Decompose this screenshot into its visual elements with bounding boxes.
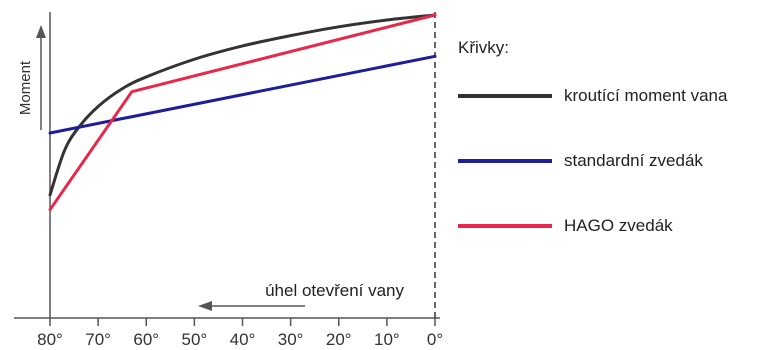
x-tick-label: 40° (230, 330, 256, 349)
series-line-1 (48, 54, 437, 135)
legend-label: kroutící moment vana (564, 86, 728, 105)
axes (14, 12, 440, 319)
legend-label: standardní zvedák (564, 151, 703, 170)
y-axis-label: Moment (17, 60, 34, 115)
x-tick-label: 60° (133, 330, 159, 349)
series-line-0 (48, 13, 437, 197)
legend-title: Křivky: (458, 38, 509, 57)
legend: Křivky: kroutící moment vana standardní z… (458, 38, 770, 275)
legend-label: HAGO zvedák (564, 216, 673, 235)
x-tick-label: 50° (182, 330, 208, 349)
x-tick-label: 30° (278, 330, 304, 349)
x-tick-label: 20° (326, 330, 352, 349)
x-tick-label: 10° (374, 330, 400, 349)
x-axis-label: úhel otevření vany (265, 281, 404, 300)
legend-item: HAGO zvedák (458, 210, 770, 242)
x-arrow-head (198, 301, 212, 311)
legend-item: kroutící moment vana (458, 80, 770, 112)
x-tick-label: 0° (427, 330, 443, 349)
y-arrow-head (36, 25, 46, 38)
legend-swatch (458, 94, 552, 98)
legend-swatch (458, 224, 552, 228)
series-line-2 (48, 13, 437, 212)
x-tick-label: 70° (85, 330, 111, 349)
legend-item: standardní zvedák (458, 145, 770, 177)
series-layer (48, 13, 437, 212)
legend-swatch (458, 159, 552, 163)
x-tick-label: 80° (37, 330, 63, 349)
x-ticks: 80° 70° 60° 50° 40° 30° 20° 10° 0° (37, 318, 443, 349)
